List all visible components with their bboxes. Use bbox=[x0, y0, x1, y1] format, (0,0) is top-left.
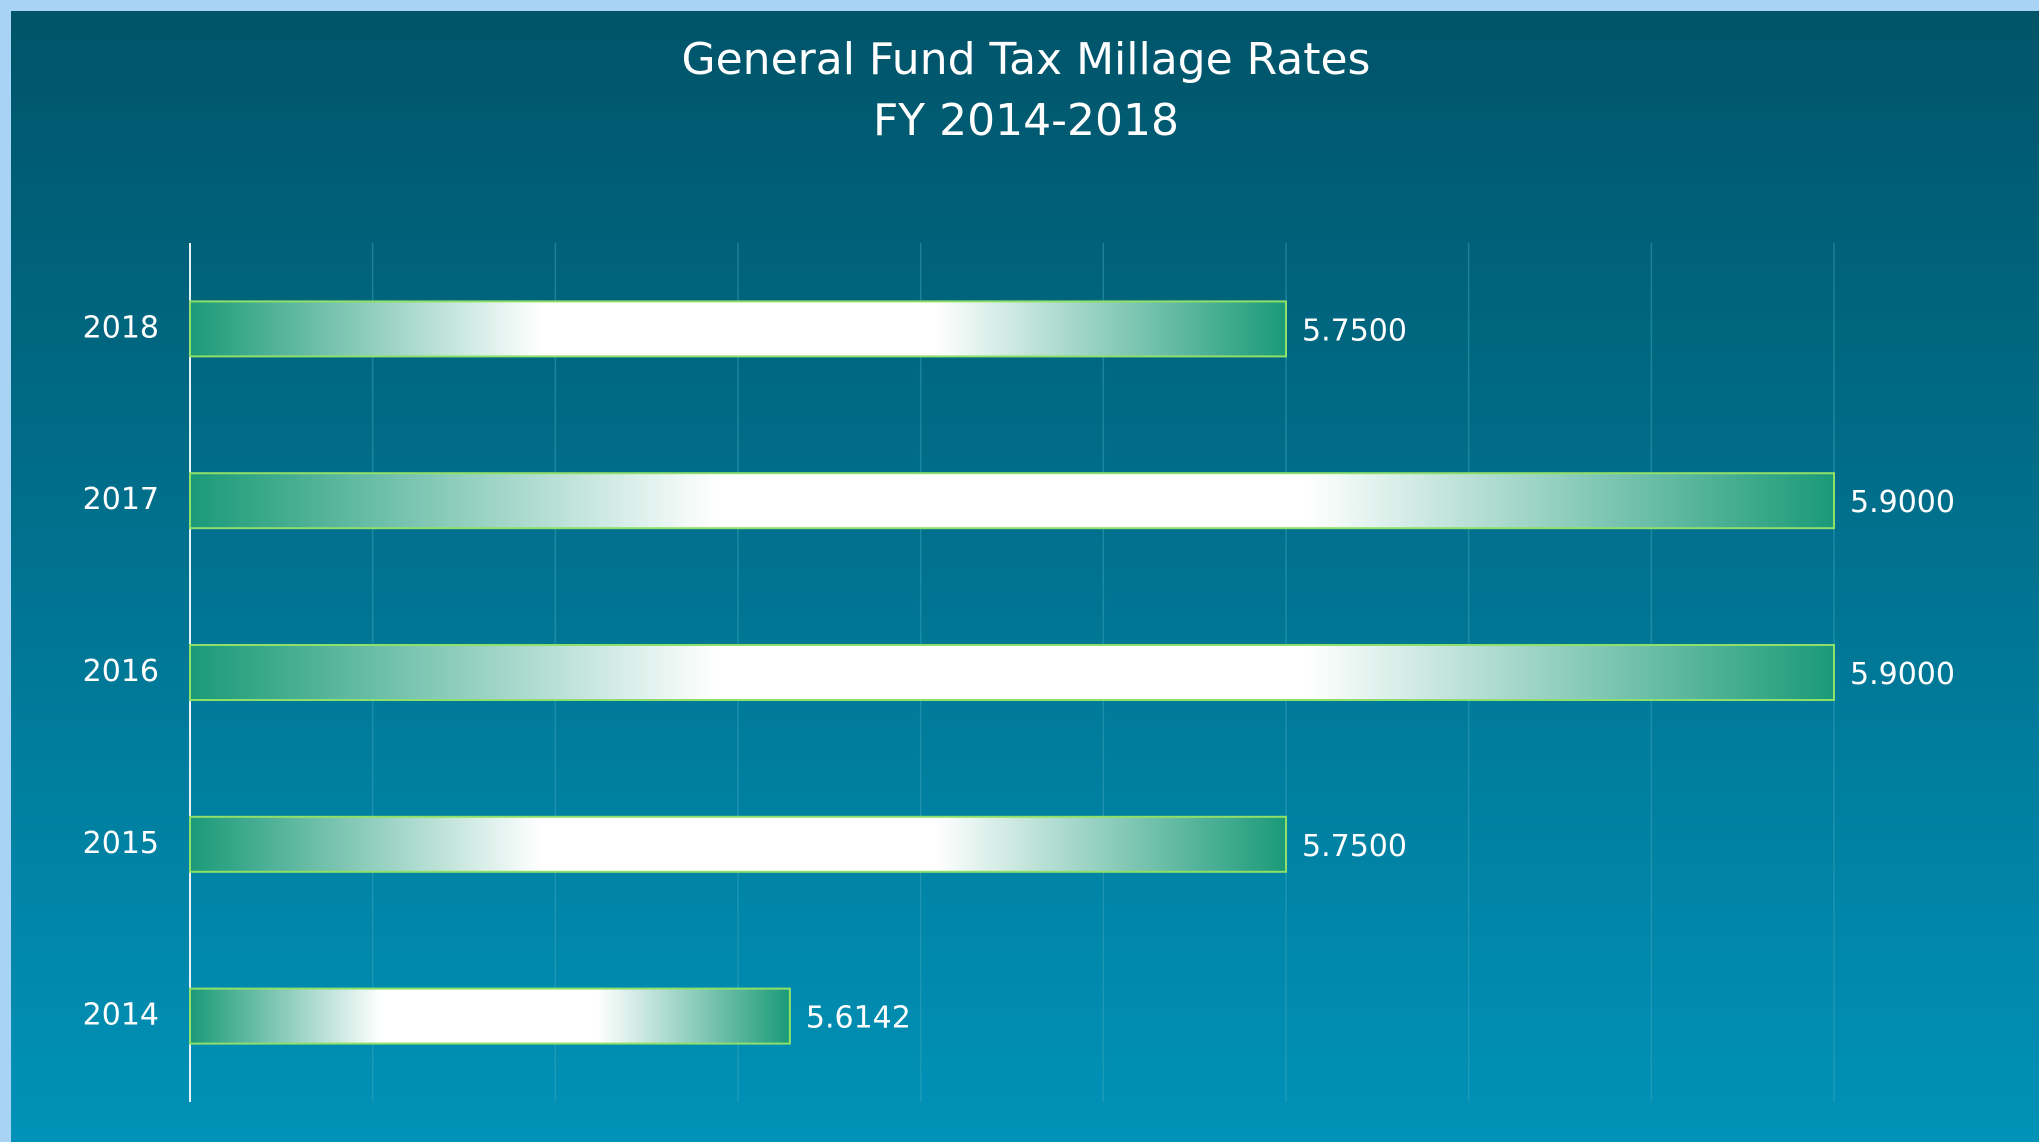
value-label: 5.6142 bbox=[806, 1001, 911, 1036]
bar bbox=[189, 987, 791, 1045]
value-label: 5.7500 bbox=[1302, 313, 1407, 348]
y-tick-label: 2015 bbox=[83, 826, 159, 861]
value-label: 5.9000 bbox=[1850, 485, 1955, 520]
value-label: 5.9000 bbox=[1850, 657, 1955, 692]
bar bbox=[189, 815, 1287, 873]
y-tick-label: 2017 bbox=[83, 482, 159, 517]
value-label: 5.7500 bbox=[1302, 829, 1407, 864]
bar bbox=[189, 300, 1287, 358]
y-tick-label: 2018 bbox=[83, 310, 159, 345]
chart-subtitle: FY 2014-2018 bbox=[873, 95, 1179, 146]
y-tick-label: 2016 bbox=[83, 654, 159, 689]
bar bbox=[189, 472, 1835, 530]
background bbox=[11, 11, 2039, 1142]
bar bbox=[189, 644, 1835, 701]
chart-title: General Fund Tax Millage Rates bbox=[682, 34, 1371, 85]
y-tick-label: 2014 bbox=[83, 998, 159, 1033]
